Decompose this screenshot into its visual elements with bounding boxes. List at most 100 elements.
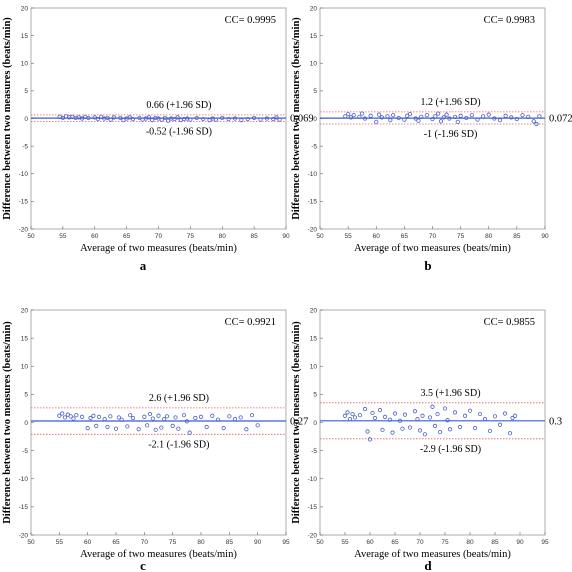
data-point	[252, 115, 257, 121]
upper-limit-label: 0.66 (+1.96 SD)	[146, 100, 211, 111]
data-point	[105, 424, 110, 430]
data-point	[277, 117, 282, 122]
data-point	[427, 415, 433, 420]
data-point	[193, 415, 198, 421]
data-point	[367, 437, 373, 442]
y-tick-label: -20	[19, 226, 29, 233]
y-tick-label: -5	[311, 448, 317, 455]
y-tick-label: -10	[308, 476, 318, 483]
x-tick-label: 80	[219, 233, 227, 240]
data-point	[438, 119, 444, 124]
data-point	[347, 417, 353, 422]
data-point	[108, 414, 113, 419]
x-tick-label: 60	[366, 539, 374, 546]
y-tick-label: -5	[311, 143, 317, 150]
panel-letter: d	[424, 558, 432, 572]
x-tick-label: 90	[254, 539, 262, 546]
x-tick-label: 60	[84, 539, 92, 546]
x-tick-label: 60	[91, 233, 99, 240]
data-point	[379, 115, 384, 120]
data-point	[442, 406, 448, 411]
data-point	[91, 413, 96, 418]
x-tick-label: 55	[345, 233, 353, 240]
y-tick-label: -15	[19, 504, 29, 511]
data-point	[412, 409, 418, 414]
data-point	[238, 415, 243, 420]
data-point	[85, 426, 90, 431]
y-tick-label: 10	[310, 61, 318, 68]
y-tick-label: 20	[21, 307, 29, 314]
data-point	[487, 428, 493, 434]
data-point	[352, 415, 358, 420]
x-tick-label: 70	[429, 233, 437, 240]
y-axis-label: Difference between two measures (beats/m…	[2, 321, 13, 524]
data-point	[150, 416, 155, 421]
data-point	[105, 115, 110, 121]
x-tick-label: 80	[466, 539, 474, 546]
data-point	[258, 117, 263, 122]
data-point	[162, 417, 167, 422]
panel-letter: c	[140, 558, 146, 572]
data-point	[510, 415, 515, 421]
data-point	[108, 117, 113, 122]
data-point	[372, 415, 378, 421]
x-tick-label: 65	[401, 233, 409, 240]
data-point	[436, 111, 441, 116]
data-point	[184, 419, 189, 424]
data-point	[391, 113, 396, 118]
data-point	[357, 413, 363, 418]
x-tick-label: 70	[141, 539, 149, 546]
data-point	[413, 116, 418, 121]
x-tick-label: 50	[316, 539, 324, 546]
y-tick-label: 0	[313, 420, 317, 427]
data-point	[447, 427, 453, 432]
data-point	[162, 115, 167, 121]
x-tick-label: 95	[541, 539, 549, 546]
data-point	[400, 426, 405, 431]
data-point	[95, 116, 101, 122]
data-point	[348, 115, 354, 120]
y-tick-label: 5	[313, 88, 317, 95]
data-point	[402, 412, 408, 417]
data-point	[422, 432, 428, 437]
data-point	[382, 414, 388, 419]
data-point	[249, 413, 255, 418]
data-point	[121, 118, 126, 123]
plot-area	[30, 309, 287, 536]
y-tick-label: -20	[308, 532, 318, 539]
data-point	[497, 422, 503, 427]
y-tick-label: 0	[24, 116, 28, 123]
data-point	[62, 415, 68, 420]
data-point	[432, 423, 438, 428]
y-tick-label: 0	[313, 116, 317, 123]
data-point	[387, 417, 393, 422]
data-point	[150, 118, 155, 123]
data-point	[181, 413, 187, 418]
data-point	[130, 415, 136, 421]
data-point	[452, 410, 458, 415]
data-point	[342, 413, 348, 418]
lower-limit-label: -0.52 (-1.96 SD)	[146, 126, 212, 137]
x-tick-label: 90	[541, 233, 549, 240]
data-point	[503, 113, 508, 118]
data-point	[457, 424, 463, 430]
data-point	[467, 408, 473, 413]
data-point	[274, 115, 279, 120]
data-point	[477, 411, 483, 417]
data-point	[119, 417, 124, 422]
x-axis-label: Average of two measures (beats/min)	[354, 549, 511, 560]
lower-limit-label: -1 (-1.96 SD)	[424, 129, 478, 140]
correlation-label: CC= 0.9983	[484, 15, 535, 26]
data-point	[116, 415, 121, 420]
data-point	[424, 113, 429, 118]
data-point	[526, 114, 531, 119]
data-point	[232, 417, 238, 422]
data-point	[147, 411, 153, 417]
data-point	[462, 413, 468, 418]
y-tick-label: -15	[308, 504, 318, 511]
panel-d: 50 55 60 65 70 75 80 85 90 9520151050-5-10-15-203…	[291, 307, 562, 572]
x-tick-label: 50	[316, 233, 324, 240]
data-point	[520, 113, 525, 118]
plot-area	[319, 309, 546, 536]
data-point	[390, 430, 395, 435]
